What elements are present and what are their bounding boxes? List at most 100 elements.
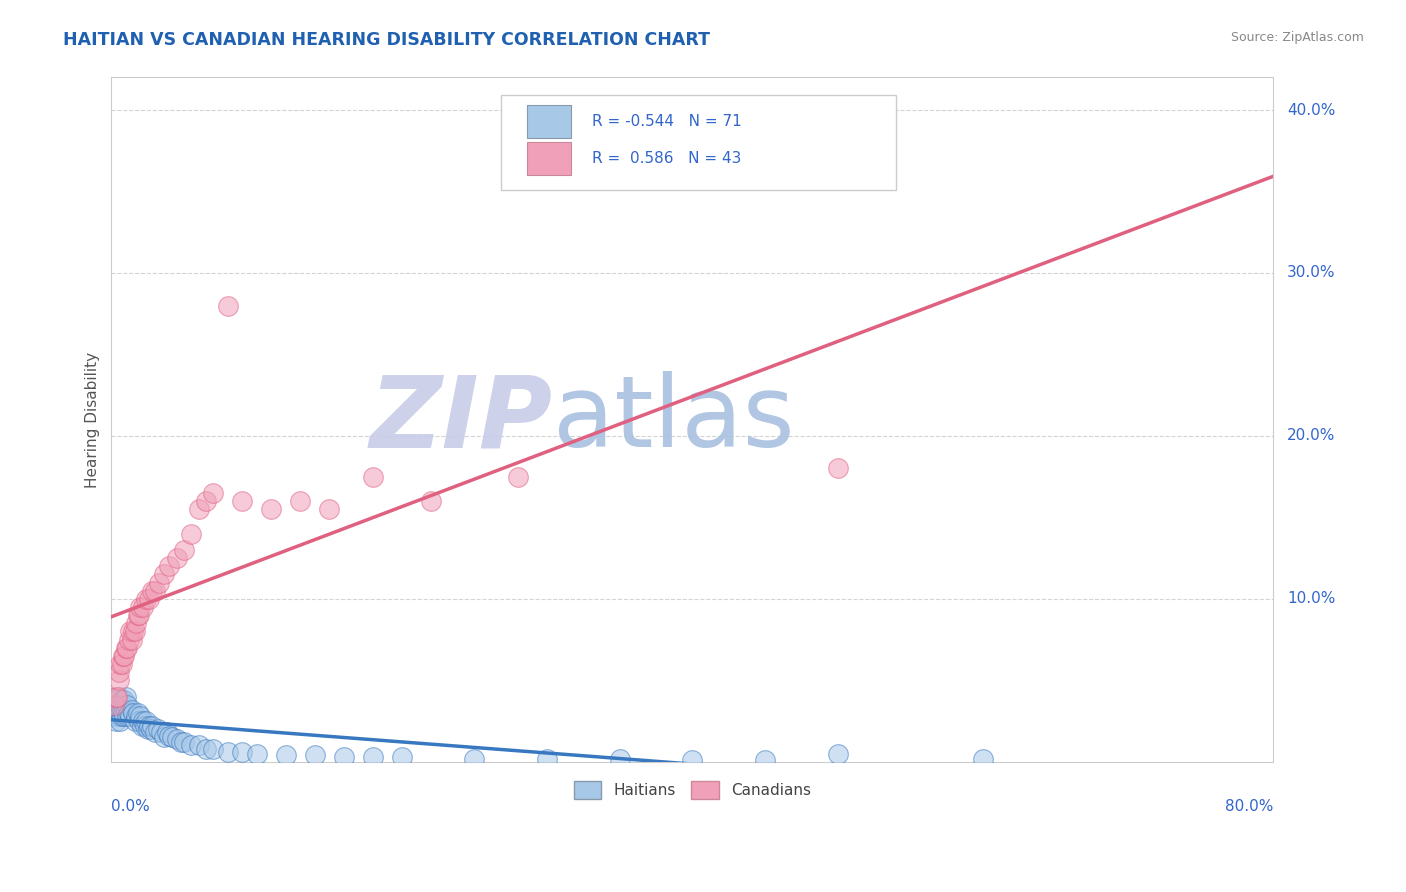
Text: ZIP: ZIP	[370, 371, 553, 468]
Point	[152, 567, 174, 582]
Text: 20.0%: 20.0%	[1286, 428, 1336, 443]
Point	[122, 624, 145, 639]
Point	[104, 714, 127, 728]
Point	[146, 722, 169, 736]
Point	[112, 698, 135, 712]
Point	[318, 502, 340, 516]
Point	[827, 747, 849, 761]
Text: HAITIAN VS CANADIAN HEARING DISABILITY CORRELATION CHART: HAITIAN VS CANADIAN HEARING DISABILITY C…	[63, 31, 710, 49]
Point	[127, 706, 149, 720]
Text: Source: ZipAtlas.com: Source: ZipAtlas.com	[1230, 31, 1364, 45]
Point	[187, 502, 209, 516]
Point	[159, 559, 181, 574]
Point	[139, 722, 162, 736]
Text: atlas: atlas	[553, 371, 794, 468]
Point	[143, 725, 166, 739]
Point	[162, 731, 184, 745]
Point	[112, 706, 135, 720]
Point	[104, 690, 127, 704]
Point	[152, 731, 174, 745]
Text: R =  0.586   N = 43: R = 0.586 N = 43	[592, 151, 742, 166]
Point	[120, 709, 142, 723]
Point	[129, 599, 152, 614]
Point	[101, 698, 124, 712]
Point	[122, 706, 145, 720]
Point	[202, 741, 225, 756]
Point	[110, 703, 132, 717]
Point	[107, 673, 129, 688]
Point	[260, 502, 283, 516]
Point	[231, 745, 253, 759]
Point	[361, 469, 384, 483]
Point	[124, 714, 146, 728]
Point	[141, 719, 163, 733]
FancyBboxPatch shape	[527, 142, 571, 175]
Point	[120, 624, 142, 639]
Point	[118, 632, 141, 647]
Point	[148, 575, 170, 590]
Point	[115, 703, 138, 717]
Point	[108, 706, 131, 720]
Point	[127, 608, 149, 623]
Point	[110, 709, 132, 723]
Point	[110, 693, 132, 707]
Point	[155, 725, 177, 739]
Point	[107, 709, 129, 723]
Point	[231, 494, 253, 508]
Point	[110, 657, 132, 671]
Point	[108, 657, 131, 671]
Point	[536, 751, 558, 765]
Point	[112, 648, 135, 663]
Point	[141, 583, 163, 598]
Text: 10.0%: 10.0%	[1286, 591, 1336, 607]
Point	[246, 747, 269, 761]
Point	[332, 750, 354, 764]
Point	[129, 709, 152, 723]
Point	[105, 699, 128, 714]
Point	[173, 543, 195, 558]
Point	[135, 714, 157, 728]
Point	[128, 714, 150, 728]
Point	[166, 731, 188, 746]
Point	[361, 750, 384, 764]
Point	[463, 751, 485, 765]
Point	[121, 703, 143, 717]
Point	[202, 486, 225, 500]
Point	[180, 739, 202, 753]
Point	[125, 709, 148, 723]
Point	[107, 665, 129, 680]
Point	[159, 729, 181, 743]
FancyBboxPatch shape	[501, 95, 896, 190]
Y-axis label: Hearing Disability: Hearing Disability	[86, 351, 100, 488]
Point	[187, 739, 209, 753]
Point	[104, 693, 127, 707]
Text: 80.0%: 80.0%	[1225, 799, 1274, 814]
Point	[114, 648, 136, 663]
Point	[754, 753, 776, 767]
Point	[131, 719, 153, 733]
Point	[217, 299, 239, 313]
Legend: Haitians, Canadians: Haitians, Canadians	[568, 774, 817, 805]
Point	[972, 751, 994, 765]
Text: 30.0%: 30.0%	[1286, 266, 1336, 280]
Point	[107, 698, 129, 712]
Point	[107, 690, 129, 704]
Point	[180, 526, 202, 541]
Point	[115, 640, 138, 655]
Point	[419, 494, 441, 508]
Text: 40.0%: 40.0%	[1286, 103, 1336, 118]
Point	[149, 725, 172, 739]
Point	[138, 719, 160, 733]
Text: R = -0.544   N = 71: R = -0.544 N = 71	[592, 114, 742, 128]
Point	[125, 616, 148, 631]
Point	[506, 469, 529, 483]
Point	[108, 696, 131, 710]
Point	[118, 706, 141, 720]
Point	[143, 583, 166, 598]
Point	[105, 690, 128, 704]
Point	[134, 719, 156, 733]
Point	[121, 632, 143, 647]
Point	[138, 591, 160, 606]
Point	[117, 640, 139, 655]
Point	[103, 709, 125, 723]
